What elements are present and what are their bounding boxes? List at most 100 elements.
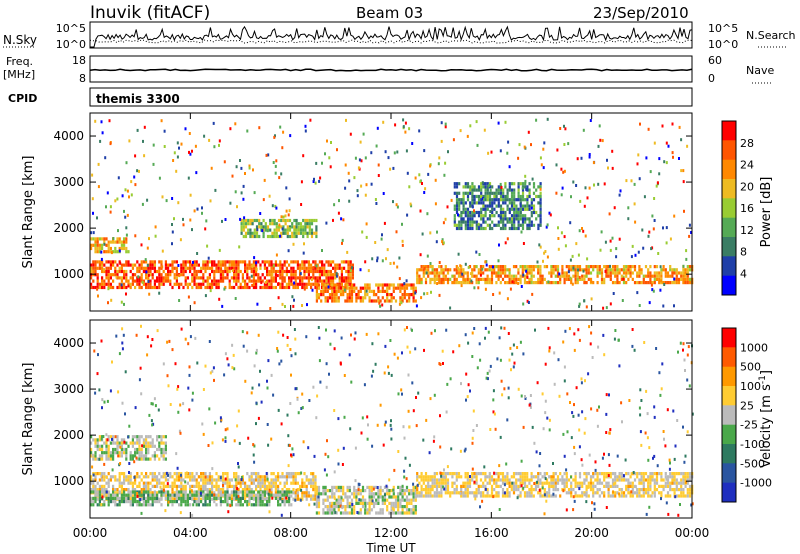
heatmap-cell — [535, 194, 538, 199]
heatmap-cell — [629, 475, 632, 479]
heatmap-cell — [504, 241, 507, 245]
heatmap-cell — [522, 242, 525, 245]
heatmap-cell — [680, 169, 683, 173]
heatmap-cell — [94, 438, 97, 442]
heatmap-cell — [134, 154, 137, 158]
heatmap-cell — [539, 223, 542, 227]
heatmap-cell — [283, 269, 286, 274]
heatmap-cell — [90, 246, 93, 251]
heatmap-cell — [233, 273, 236, 277]
heatmap-cell — [303, 282, 306, 286]
heatmap-cell — [274, 134, 276, 138]
heatmap-cell — [499, 220, 503, 224]
heatmap-cell — [138, 441, 141, 445]
heatmap-cell — [197, 475, 200, 479]
heatmap-cell — [246, 500, 249, 504]
heatmap-cell — [427, 494, 430, 498]
heatmap-cell — [482, 207, 485, 211]
heatmap-cell — [131, 454, 134, 458]
heatmap-cell — [653, 478, 656, 482]
heatmap-cell — [250, 475, 253, 479]
heatmap-cell — [255, 279, 258, 283]
heatmap-cell — [211, 493, 214, 497]
heatmap-cell — [230, 266, 233, 270]
heatmap-cell — [228, 285, 231, 290]
heatmap-cell — [506, 478, 509, 482]
heatmap-cell — [466, 478, 469, 482]
heatmap-cell — [145, 451, 148, 455]
heatmap-cell — [401, 293, 404, 297]
heatmap-cell — [103, 478, 106, 482]
heatmap-cell — [158, 490, 161, 494]
heatmap-cell — [460, 198, 463, 202]
heatmap-cell — [598, 265, 601, 269]
heatmap-cell — [513, 217, 516, 221]
heatmap-cell — [594, 265, 597, 269]
heatmap-cell — [671, 151, 674, 155]
heatmap-cell — [160, 503, 163, 507]
heatmap-cell — [427, 271, 430, 275]
heatmap-cell — [462, 271, 465, 275]
heatmap-cell — [98, 250, 101, 254]
heatmap-cell — [230, 484, 233, 488]
heatmap-cell — [394, 299, 398, 303]
heatmap-cell — [206, 503, 209, 507]
heatmap-cell — [154, 225, 157, 229]
heatmap-cell — [519, 204, 522, 208]
heatmap-cell — [290, 279, 293, 283]
heatmap-cell — [583, 481, 586, 485]
heatmap-cell — [213, 491, 216, 495]
heatmap-cell — [603, 281, 606, 285]
heatmap-cell — [266, 234, 270, 239]
heatmap-cell — [118, 454, 121, 458]
heatmap-cell — [620, 491, 623, 495]
heatmap-cell — [123, 273, 126, 277]
heatmap-cell — [147, 457, 150, 461]
heatmap-cell — [475, 194, 478, 199]
heatmap-cell — [228, 478, 231, 482]
heatmap-cell — [103, 250, 106, 254]
heatmap-cell — [114, 478, 117, 482]
heatmap-cell — [191, 497, 194, 501]
heatmap-cell — [435, 478, 439, 482]
heatmap-cell — [107, 496, 110, 500]
heatmap-cell — [162, 490, 165, 494]
heatmap-cell — [491, 210, 494, 215]
heatmap-cell — [621, 299, 624, 302]
heatmap-cell — [616, 484, 619, 488]
heatmap-cell — [411, 142, 414, 145]
heatmap-cell — [145, 490, 148, 494]
heatmap-cell — [593, 183, 595, 187]
heatmap-cell — [414, 508, 417, 512]
heatmap-cell — [655, 265, 659, 269]
heatmap-cell — [255, 218, 259, 223]
heatmap-cell — [458, 201, 461, 205]
heatmap-cell — [96, 457, 99, 461]
heatmap-cell — [314, 285, 317, 290]
heatmap-cell — [353, 495, 356, 499]
heatmap-cell — [565, 274, 568, 278]
heatmap-cell — [627, 206, 630, 210]
heatmap-cell — [257, 475, 260, 479]
heatmap-cell — [322, 492, 325, 496]
heatmap-cell — [515, 484, 518, 488]
heatmap-cell — [147, 503, 150, 507]
heatmap-cell — [486, 217, 489, 221]
heatmap-cell — [131, 457, 134, 461]
heatmap-cell — [220, 267, 223, 271]
heatmap-cell — [377, 296, 380, 300]
heatmap-cell — [96, 481, 99, 485]
heatmap-cell — [287, 464, 290, 468]
heatmap-cell — [125, 454, 128, 458]
heatmap-cell — [186, 475, 189, 479]
heatmap-cell — [281, 146, 284, 150]
heatmap-cell — [286, 343, 289, 347]
heatmap-cell — [563, 124, 565, 128]
heatmap-cell — [184, 503, 187, 507]
heatmap-cell — [381, 508, 384, 512]
heatmap-cell — [114, 260, 117, 264]
heatmap-cell — [462, 484, 465, 488]
heatmap-cell — [136, 475, 139, 479]
heatmap-cell — [295, 218, 298, 223]
heatmap-cell — [392, 283, 395, 287]
